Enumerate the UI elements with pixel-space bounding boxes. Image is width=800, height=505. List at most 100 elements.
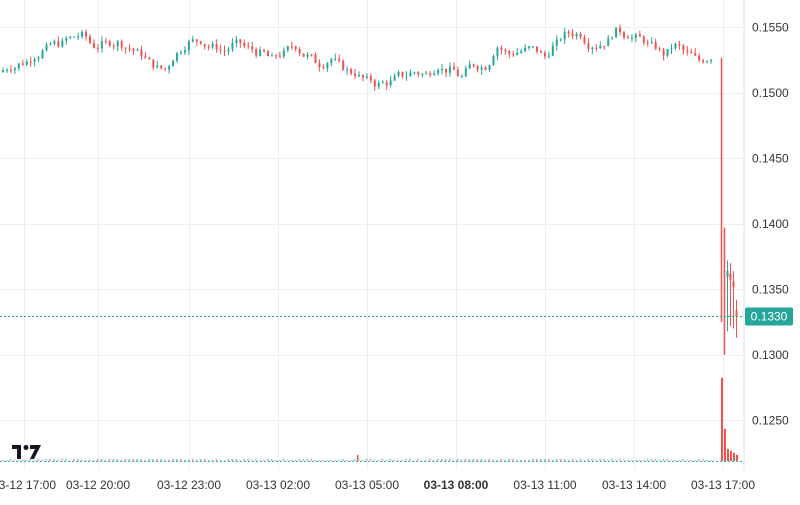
candle-body — [441, 68, 444, 71]
volume-bar — [53, 458, 55, 461]
volume-bar — [354, 458, 356, 461]
candle-body — [670, 48, 673, 50]
candle-body — [191, 39, 194, 42]
volume-bar — [397, 459, 400, 461]
volume-bar — [148, 458, 150, 461]
logo-part — [30, 445, 41, 459]
volume-bar — [278, 459, 281, 461]
candle-body — [361, 75, 364, 78]
candles — [2, 24, 738, 355]
volume-bar — [670, 459, 672, 461]
candle-body — [433, 73, 436, 76]
candle-body — [342, 60, 345, 71]
volume-bar — [721, 377, 723, 461]
volume-bar — [89, 459, 91, 461]
volume-bar — [270, 458, 273, 461]
candle-body — [104, 41, 107, 43]
volume-bar — [389, 458, 392, 461]
volume-bar — [160, 458, 162, 461]
last-price-marker: 0.1330 — [0, 307, 793, 326]
time-axis[interactable]: 03-12 17:00 03-12 20:00 03-12 23:00 03-13 0… — [0, 478, 755, 492]
candle-body — [128, 48, 131, 50]
volume-bar — [172, 458, 174, 461]
volume-bar — [626, 459, 629, 461]
candle-body — [156, 65, 159, 68]
volume-bar — [358, 459, 360, 461]
candle-body — [630, 37, 633, 39]
candle-body — [9, 69, 12, 71]
price-axis[interactable]: 0.1550 0.1500 0.1450 0.1400 0.1350 0.1300 0.12… — [752, 20, 789, 427]
volume-bar — [654, 458, 657, 461]
volume-bar — [409, 458, 411, 461]
candle-body — [555, 39, 558, 46]
volume-bar — [512, 458, 514, 461]
volume-bar — [361, 459, 364, 461]
candle-body — [373, 80, 376, 87]
candle-body — [623, 32, 626, 38]
candle-body — [259, 49, 262, 56]
candle-body — [89, 36, 92, 44]
candle-body — [132, 48, 135, 51]
volume-bar — [516, 459, 518, 461]
candle-body — [710, 60, 713, 62]
volume-bar — [587, 458, 589, 461]
candle-body — [429, 73, 432, 76]
volume-bar — [187, 459, 190, 461]
candle-body — [504, 50, 507, 52]
price-tick-label: 0.1250 — [752, 413, 789, 427]
candle-body — [448, 66, 451, 73]
candle-body — [120, 41, 123, 48]
volume-bar — [623, 459, 625, 461]
volume-bar — [480, 458, 483, 461]
volume-bar — [164, 459, 166, 461]
price-tick-label: 0.1350 — [752, 282, 789, 296]
candle-body — [401, 71, 404, 77]
volume-bar — [678, 459, 680, 461]
time-tick-label: 03-13 05:00 — [335, 478, 399, 492]
time-tick-label: 03-13 08:00 — [424, 478, 489, 492]
candle-body — [468, 64, 471, 69]
candle-body — [231, 42, 234, 50]
volume-bar — [314, 459, 316, 461]
candle-body — [195, 39, 198, 42]
candle-body — [243, 42, 246, 47]
volume-bar — [698, 458, 700, 461]
volume-bar — [464, 458, 467, 461]
volume-bar — [124, 458, 127, 461]
candle-body — [425, 73, 428, 75]
volume-bar — [520, 459, 522, 461]
volume-bar — [551, 459, 554, 461]
candle-body — [57, 41, 60, 47]
candle-body — [53, 41, 56, 44]
volume-bar — [472, 458, 475, 461]
candle-body — [472, 64, 475, 67]
volume-bar — [215, 458, 218, 461]
volume-bar — [646, 458, 649, 461]
volume-bar — [33, 459, 36, 461]
candle-body — [219, 49, 222, 51]
candle-body — [690, 51, 693, 54]
volume-bar — [176, 458, 178, 461]
candle-body — [726, 271, 729, 278]
volume-bar — [302, 458, 305, 461]
volume-bar — [405, 458, 407, 461]
volume-bar — [120, 459, 123, 461]
candle-body — [314, 54, 317, 64]
tradingview-logo-icon[interactable] — [12, 445, 41, 459]
price-tick-label: 0.1500 — [752, 86, 789, 100]
candle-body — [350, 69, 353, 74]
candle-body — [152, 59, 155, 68]
candle-body — [512, 53, 515, 55]
candle-body — [2, 70, 4, 73]
candle-body — [575, 34, 578, 37]
volume-bar — [710, 459, 712, 461]
volume-bar — [286, 459, 289, 461]
volume-bar — [108, 458, 111, 461]
volume-bar — [298, 458, 301, 461]
candle-body — [702, 60, 705, 63]
volume-bar — [282, 458, 285, 461]
volume-bar — [607, 459, 609, 461]
price-tick-label: 0.1450 — [752, 151, 789, 165]
